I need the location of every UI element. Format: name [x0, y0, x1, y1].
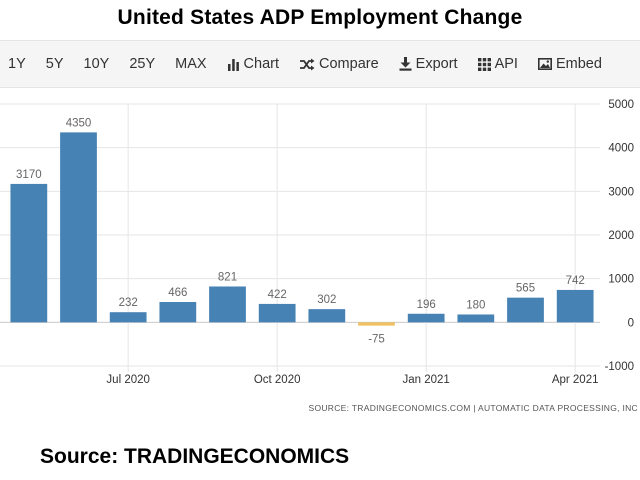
x-tick-label: Apr 2021 [552, 374, 599, 386]
range-1y-button[interactable]: 1Y [8, 56, 26, 72]
bar [507, 297, 544, 323]
export-button-label: Export [415, 56, 458, 72]
range-10y-button[interactable]: 10Y [83, 56, 110, 72]
bar-value-label: 302 [317, 294, 336, 306]
export-button[interactable]: Export [399, 56, 458, 72]
chart-bars [10, 132, 594, 326]
x-tick-label: Jul 2020 [106, 374, 149, 386]
compare-button-label: Compare [319, 56, 379, 72]
bar-value-label: 180 [466, 299, 485, 311]
chart-area: 3170 4350 232 466 821 422 302 -75 196 180 565 742 5… [0, 86, 640, 422]
y-tick-label: -1000 [605, 361, 634, 373]
bar-chart: 3170 4350 232 466 821 422 302 -75 196 180 565 742 5… [0, 99, 638, 413]
bar [60, 132, 97, 323]
bar [109, 312, 147, 323]
range-5y-button[interactable]: 5Y [45, 56, 64, 72]
x-tick-label: Oct 2020 [254, 374, 301, 386]
bar-chart-icon [227, 58, 239, 71]
bar-value-label: 4350 [66, 117, 92, 129]
chart-button-label: Chart [243, 56, 280, 72]
bar-value-label: 196 [417, 299, 436, 311]
bar-value-label: 422 [268, 289, 287, 301]
page-title: United States ADP Employment Change [117, 6, 523, 29]
y-tick-label: 1000 [608, 274, 634, 286]
toolbar: 1Y 5Y 10Y 25Y MAX Chart Compare Export [0, 40, 640, 88]
bar-value-label: 232 [119, 297, 138, 309]
compare-button[interactable]: Compare [299, 56, 379, 72]
bar-value-label: 466 [168, 287, 187, 299]
bar [10, 183, 48, 323]
download-icon [399, 57, 412, 71]
range-25y-button[interactable]: 25Y [129, 56, 156, 72]
chart-x-axis: Jul 2020 Oct 2020 Jan 2021 Apr 2021 [106, 374, 598, 386]
x-tick-label: Jan 2021 [403, 374, 450, 386]
y-tick-label: 4000 [608, 143, 634, 155]
bar [209, 286, 246, 323]
bar [258, 303, 296, 323]
y-tick-label: 0 [628, 317, 634, 329]
chart-bar-labels: 3170 4350 232 466 821 422 302 -75 196 180 565 742 [16, 117, 585, 345]
footer-source: Source: TRADINGECONOMICS [40, 445, 350, 468]
bar [308, 309, 346, 323]
chart-source-note: SOURCE: TRADINGECONOMICS.COM | AUTOMATIC… [308, 403, 638, 413]
bar-value-label: 3170 [16, 169, 42, 181]
bar-value-label: 565 [516, 283, 535, 295]
bar-value-label: 742 [566, 275, 585, 287]
bar [159, 301, 197, 323]
bar-value-label: 821 [218, 271, 237, 283]
chart-y-axis: 5000 4000 3000 2000 1000 0 -1000 [605, 99, 634, 373]
bar [358, 322, 395, 326]
embed-button[interactable]: Embed [537, 56, 602, 72]
bar [407, 313, 445, 323]
grid-icon [477, 57, 491, 71]
api-button-label: API [494, 56, 518, 72]
y-tick-label: 2000 [608, 230, 634, 242]
y-tick-label: 3000 [608, 186, 634, 198]
embed-button-label: Embed [555, 56, 602, 72]
image-icon [537, 58, 552, 70]
range-max-button[interactable]: MAX [175, 56, 207, 72]
y-tick-label: 5000 [608, 99, 634, 111]
chart-grid [0, 103, 600, 372]
bar [457, 314, 495, 323]
chart-button[interactable]: Chart [227, 56, 279, 72]
api-button[interactable]: API [477, 56, 518, 72]
bar-value-label: -75 [368, 333, 385, 345]
shuffle-icon [300, 58, 315, 70]
bar [556, 289, 594, 323]
